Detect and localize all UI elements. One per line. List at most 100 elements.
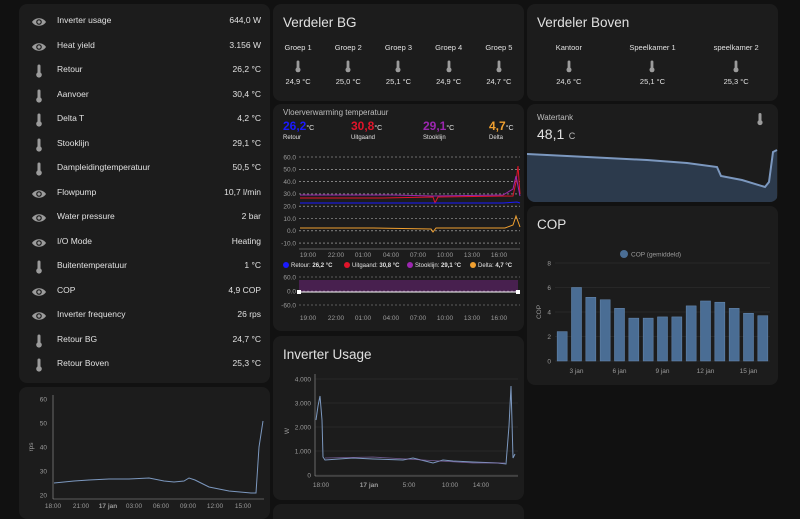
entity-value: 3.156 W — [229, 39, 261, 50]
x-tick-label: 12 jan — [697, 368, 715, 375]
floor-heating-chart: 60.0 50.0 40.0 30.0 20.0 10.0 0.0 -10.0 19:00 19:… — [281, 154, 521, 322]
entity-value: 1 °C — [244, 260, 261, 270]
cop-bar — [685, 305, 697, 362]
group-value: 24,9 °C — [285, 77, 311, 86]
x-tick-label: 9 jan — [655, 368, 669, 375]
entity-row[interactable]: Retour 26,2 °C — [19, 59, 269, 83]
temperature-group[interactable]: Groep 1 24,9 °C — [273, 43, 323, 86]
temperature-group[interactable]: Speelkamer 1 25,1 °C — [611, 43, 695, 86]
watertank-title: Watertank — [537, 113, 574, 122]
group-name: Groep 5 — [485, 43, 513, 52]
group-name: Groep 1 — [284, 43, 312, 52]
y-tick-label: 1.000 — [295, 448, 312, 455]
entity-label: Flowpump — [57, 186, 97, 197]
cop-bar — [728, 308, 740, 362]
entity-row[interactable]: Aanvoer 30,4 °C — [19, 84, 269, 108]
nav-x-tick-label: 16:00 — [491, 315, 508, 322]
floor-big-value: 4,7°C — [489, 119, 514, 133]
legend-value: 26,2 °C — [312, 263, 333, 269]
series-delta — [300, 214, 521, 233]
legend-item[interactable]: Retour: 26,2 °C — [283, 262, 332, 269]
y-tick-label: 40 — [40, 444, 48, 451]
temperature-group[interactable]: Groep 2 25,0 °C — [323, 43, 373, 86]
y-tick-label: 20 — [40, 492, 48, 499]
legend-value: 29,1 °C — [441, 263, 462, 269]
entity-row[interactable]: COP 4,9 COP — [19, 280, 269, 304]
entity-label: Inverter usage — [57, 15, 112, 25]
temperature-group[interactable]: Groep 5 24,7 °C — [474, 43, 524, 86]
temperature-group[interactable]: speelkamer 2 25,3 °C — [694, 43, 778, 86]
nav-x-tick-label: 22:00 — [328, 315, 345, 322]
y-tick-label: 50.0 — [283, 167, 296, 174]
y-tick-label: 2 — [547, 334, 551, 341]
eye-icon — [31, 308, 47, 324]
legend-name: Uitgaand: — [352, 263, 378, 269]
nav-handle-right — [516, 290, 520, 294]
watertank-card[interactable]: Watertank 48,1 C — [527, 104, 778, 202]
entity-row[interactable]: Retour Boven 25,3 °C — [19, 353, 269, 377]
inverter-usage-chart: 4.000 3.000 2.000 1.000 0 W 18:00 17 jan 5:00 10:… — [284, 374, 518, 489]
thermometer-icon — [757, 113, 763, 126]
cop-bar — [614, 308, 625, 362]
temperature-group[interactable]: Groep 4 24,9 °C — [424, 43, 474, 86]
entity-row[interactable]: I/O Mode Heating — [19, 231, 269, 255]
group-value: 25,1 °C — [639, 77, 666, 86]
entity-row[interactable]: Buitentemperatuur 1 °C — [19, 255, 269, 279]
big-unit: °C — [505, 125, 514, 132]
big-unit: °C — [374, 125, 383, 132]
entity-row[interactable]: Inverter usage 644,0 W — [19, 10, 269, 34]
floor-big-value: 30,8°C — [351, 119, 382, 133]
entity-value: 644,0 W — [229, 15, 261, 25]
y-tick-label: 6 — [547, 285, 551, 292]
entity-value: 29,1 °C — [232, 137, 261, 148]
entity-label: Dampleidingtemperatuur — [57, 162, 151, 172]
floor-big-label: Uitgaand — [351, 135, 376, 141]
entity-row[interactable]: Water pressure 2 bar — [19, 206, 269, 230]
big-number: 26,2 — [283, 119, 307, 133]
thermometer-icon — [611, 55, 695, 77]
group-value: 25,3 °C — [723, 77, 749, 86]
entity-row[interactable]: Inverter frequency 26 rps — [19, 304, 269, 328]
entity-value: 4,9 COP — [228, 284, 261, 295]
y-tick-label: 8 — [547, 260, 551, 267]
y-tick-label: -10.0 — [281, 240, 296, 247]
legend-item[interactable]: Delta: 4,7 °C — [470, 262, 512, 269]
temperature-group[interactable]: Kantoor 24,6 °C — [527, 43, 611, 86]
nav-y-tick-label: 60.0 — [283, 274, 296, 281]
watertank-value: 48,1 C — [537, 126, 575, 144]
x-tick-label: 03:00 — [126, 503, 143, 510]
legend-item[interactable]: Uitgaand: 30,8 °C — [344, 262, 399, 269]
floor-big-value: 26,2°C — [283, 119, 314, 133]
entity-row[interactable]: Stooklijn 29,1 °C — [19, 133, 269, 157]
big-number: 30,8 — [351, 119, 375, 133]
y-tick-label: 40.0 — [283, 179, 296, 186]
x-tick-label: 16:00 — [491, 252, 508, 259]
entity-row[interactable]: Dampleidingtemperatuur 50,5 °C — [19, 157, 269, 181]
thermometer-icon — [474, 55, 524, 77]
entity-value: 26,2 °C — [232, 64, 261, 74]
legend-dot — [344, 262, 350, 268]
entity-row[interactable]: Delta T 4,2 °C — [19, 108, 269, 132]
entity-row[interactable]: Flowpump 10,7 l/min — [19, 182, 269, 206]
entity-value: 30,4 °C — [232, 88, 261, 99]
thermometer-icon — [373, 55, 423, 77]
eye-icon — [31, 210, 47, 226]
entity-value: 26 rps — [237, 309, 261, 319]
floor-heating-card: Vloerverwarming temperatuur 26,2°C Retour… — [273, 104, 524, 331]
entity-row[interactable]: Heat yield 3.156 W — [19, 35, 269, 59]
legend-item[interactable]: Stooklijn: 29,1 °C — [407, 262, 461, 269]
x-tick-label: 17 jan — [99, 503, 117, 510]
watertank-number: 48,1 — [537, 126, 565, 142]
entity-row[interactable]: Retour BG 24,7 °C — [19, 329, 269, 353]
group-name: Groep 3 — [384, 43, 413, 52]
entity-value: 10,7 l/min — [224, 186, 261, 197]
x-tick-label: 19:00 — [300, 252, 317, 259]
cop-bar — [585, 297, 597, 362]
group-name: Speelkamer 1 — [629, 43, 676, 52]
legend-name: Retour: — [291, 263, 311, 269]
temperature-group[interactable]: Groep 3 25,1 °C — [373, 43, 423, 86]
group-value: 24,7 °C — [486, 77, 512, 86]
x-tick-label: 18:00 — [45, 503, 62, 510]
cop-bar — [700, 300, 711, 362]
y-tick-label: 0.0 — [287, 228, 296, 235]
